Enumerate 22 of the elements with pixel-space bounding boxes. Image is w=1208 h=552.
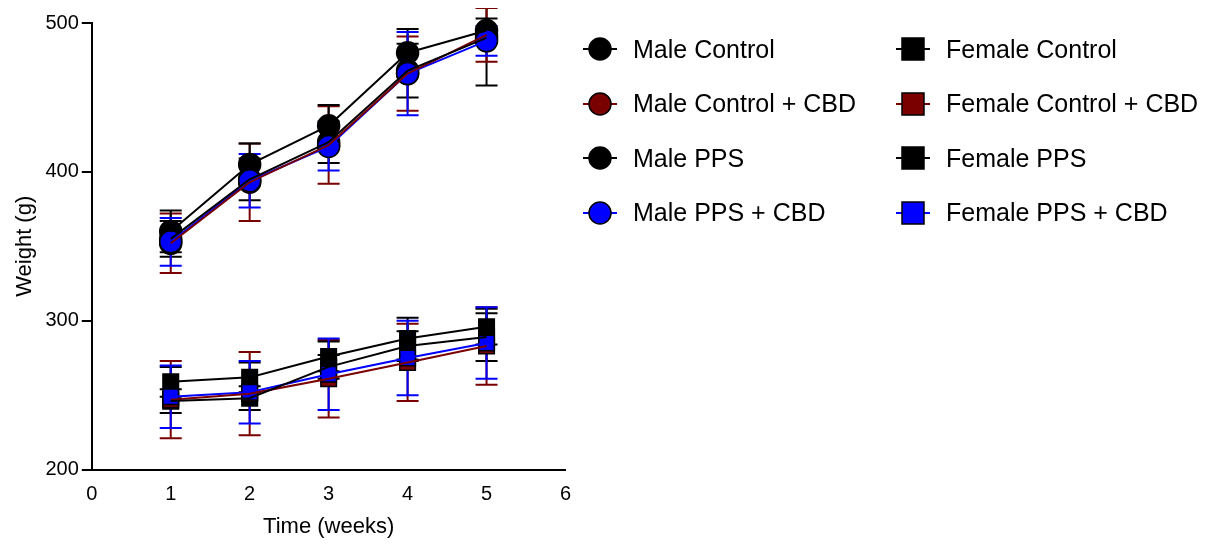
y-tick-label: 200: [45, 457, 79, 480]
y-tick-label: 300: [45, 308, 79, 331]
point: [478, 318, 496, 336]
y-axis-title: Weight (g): [11, 195, 37, 297]
x-tick-label: 0: [86, 482, 98, 505]
x-tick-label: 3: [323, 482, 335, 505]
x-tick-label: 4: [402, 482, 414, 505]
x-tick-label: 2: [244, 482, 256, 505]
x-tick-label: 5: [480, 482, 493, 505]
legend-label: Female Control: [946, 34, 1117, 64]
legend-label: Female PPS + CBD: [946, 198, 1168, 228]
y-tick-label: 400: [45, 159, 79, 182]
x-tick-label: 1: [165, 482, 177, 505]
legend-label: Male Control + CBD: [633, 89, 856, 119]
legend-label: Male PPS: [633, 143, 745, 173]
x-tick-label: 6: [559, 482, 572, 505]
legend-label: Female PPS: [946, 143, 1087, 173]
y-tick-label: 500: [45, 10, 79, 33]
legend-label: Male PPS + CBD: [633, 198, 826, 228]
x-axis-title: Time (weeks): [263, 512, 395, 538]
legend-label: Male Control: [633, 34, 775, 64]
legend-label: Female Control + CBD: [946, 89, 1199, 119]
